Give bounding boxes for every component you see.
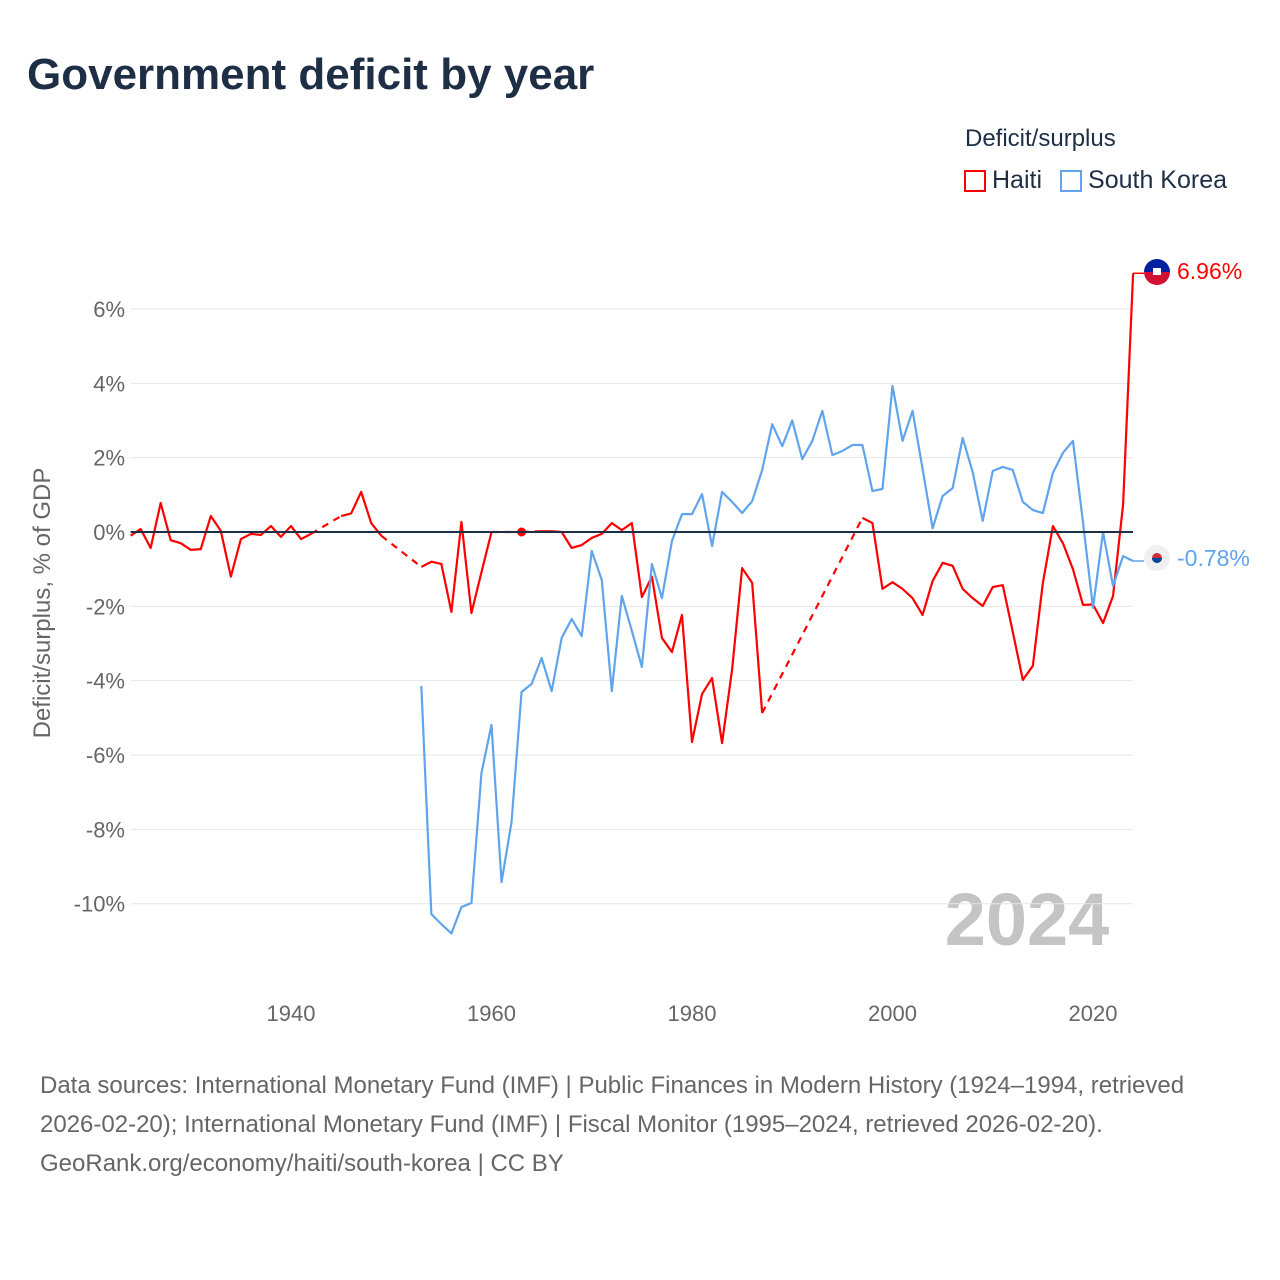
x-tick-label: 1960 xyxy=(467,1001,516,1026)
y-tick-label: 0% xyxy=(93,520,125,545)
credit-link[interactable]: GeoRank.org/economy/haiti/south-korea | … xyxy=(40,1150,564,1177)
end-marker-south-korea: -0.78% xyxy=(1144,545,1250,571)
x-tick-label: 1980 xyxy=(668,1001,717,1026)
legend-swatch-south-korea xyxy=(1060,169,1083,192)
data-sources: Data sources: International Monetary Fun… xyxy=(40,1072,1185,1138)
y-tick-label: -10% xyxy=(74,892,125,917)
footer: Data sources: International Monetary Fun… xyxy=(40,1066,1240,1183)
legend: Haiti South Korea xyxy=(964,166,1227,195)
end-label-south-korea: -0.78% xyxy=(1177,545,1250,571)
y-tick-label: -6% xyxy=(86,743,125,768)
series-line-haiti xyxy=(861,273,1135,682)
series-gap-haiti xyxy=(380,534,423,568)
series-line-haiti xyxy=(340,490,383,537)
legend-item-south-korea[interactable]: South Korea xyxy=(1060,166,1227,195)
end-label-haiti: 6.96% xyxy=(1177,258,1242,284)
chart-title: Government deficit by year xyxy=(27,50,595,99)
year-watermark: 2024 xyxy=(945,878,1110,961)
series-line-haiti xyxy=(129,501,312,578)
haiti-flag-icon xyxy=(1144,259,1170,285)
legend-swatch-haiti xyxy=(964,169,986,192)
y-tick-label: 6% xyxy=(93,297,125,322)
y-axis-label: Deficit/surplus, % of GDP xyxy=(29,468,56,739)
series-gap-haiti xyxy=(761,517,864,714)
series-line-haiti xyxy=(541,521,764,745)
y-tick-label: 4% xyxy=(93,371,125,396)
y-tick-label: -8% xyxy=(86,817,125,842)
x-tick-label: 1940 xyxy=(267,1001,316,1026)
x-tick-label: 2020 xyxy=(1069,1001,1118,1026)
legend-label-haiti: Haiti xyxy=(992,166,1043,194)
end-marker-haiti: 6.96% xyxy=(1144,258,1242,285)
y-tick-label: -2% xyxy=(86,594,125,619)
y-tick-label: -4% xyxy=(86,669,125,694)
legend-title: Deficit/surplus xyxy=(965,125,1116,152)
x-tick-label: 2000 xyxy=(868,1001,917,1026)
series-line-haiti xyxy=(420,520,493,615)
legend-label-south-korea: South Korea xyxy=(1088,166,1228,194)
legend-item-haiti[interactable]: Haiti xyxy=(964,166,1042,195)
series-gap-haiti xyxy=(310,515,342,535)
series-line-south-korea xyxy=(420,384,1134,935)
y-tick-label: 2% xyxy=(93,446,125,471)
